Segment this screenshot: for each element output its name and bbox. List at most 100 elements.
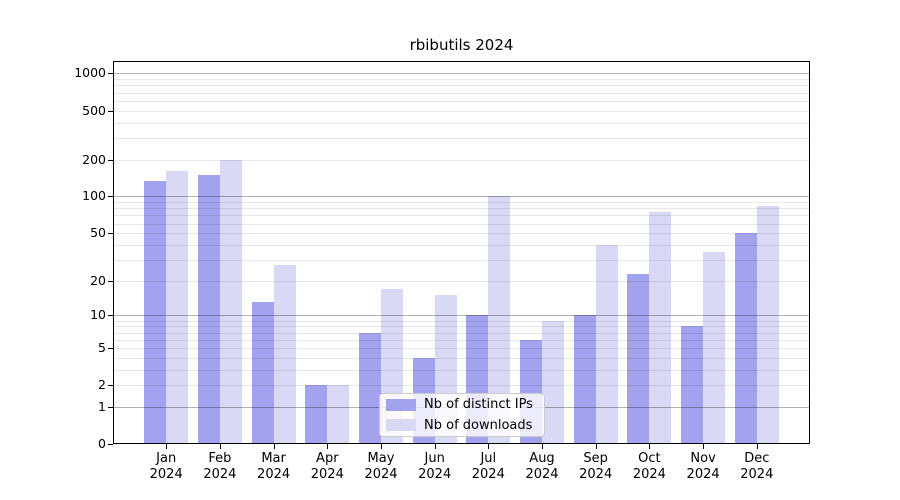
x-tick-mark <box>381 444 382 449</box>
y-tick-mark <box>108 233 113 235</box>
y-tick-label: 200 <box>82 151 106 167</box>
gridline <box>113 280 810 282</box>
gridline <box>113 79 810 80</box>
y-tick-label: 500 <box>82 102 106 118</box>
bar-distinct-ips-may <box>358 332 381 444</box>
y-tick-mark <box>108 196 113 198</box>
gridline <box>113 122 810 124</box>
y-tick-label: 100 <box>82 188 106 204</box>
y-tick-mark <box>108 347 113 349</box>
bar-distinct-ips-apr <box>305 385 328 444</box>
gridline <box>113 223 810 225</box>
y-tick-mark <box>108 159 113 161</box>
gridline <box>113 110 810 112</box>
gridline <box>113 326 810 328</box>
legend-entry-distinct-ips: Nb of distinct IPs <box>386 396 544 414</box>
bar-downloads-jul <box>488 196 511 444</box>
x-tick-mark <box>434 444 436 449</box>
x-tick-label: Nov 2024 <box>686 451 720 482</box>
y-tick-label: 20 <box>90 272 106 288</box>
x-tick-mark <box>649 444 651 449</box>
x-tick-label: Jul 2024 <box>471 451 505 482</box>
legend-label-distinct-ips: Nb of distinct IPs <box>424 397 533 413</box>
bar-distinct-ips-oct <box>627 273 650 444</box>
y-tick-mark <box>108 280 113 282</box>
gridline <box>113 208 810 210</box>
legend: Nb of distinct IPs Nb of downloads <box>379 393 545 437</box>
gridline <box>113 259 810 261</box>
y-tick-mark <box>108 385 113 387</box>
bar-distinct-ips-dec <box>734 233 757 444</box>
gridline <box>113 385 810 387</box>
gridline <box>113 159 810 161</box>
x-tick-label: Apr 2024 <box>310 451 344 482</box>
y-tick-mark <box>108 406 113 408</box>
x-tick-label: Mar 2024 <box>257 451 291 482</box>
gridline <box>113 73 810 75</box>
bar-distinct-ips-feb <box>197 174 220 444</box>
y-tick-mark <box>108 110 113 112</box>
gridline <box>113 369 810 371</box>
x-tick-mark <box>542 444 543 449</box>
y-tick-mark <box>108 444 113 445</box>
plot-area <box>113 61 810 444</box>
x-tick-label: Sep 2024 <box>579 451 613 482</box>
gridline <box>113 332 810 334</box>
x-tick-label: Dec 2024 <box>740 451 774 482</box>
bar-downloads-mar <box>273 265 296 444</box>
x-tick-label: Jan 2024 <box>149 451 183 482</box>
y-tick-mark <box>108 73 113 75</box>
chart-title: rbibutils 2024 <box>409 36 514 54</box>
gridline <box>113 85 810 87</box>
x-tick-label: Aug 2024 <box>525 451 559 482</box>
legend-swatch-downloads-icon <box>386 419 416 432</box>
bar-downloads-dec <box>756 205 779 444</box>
gridline <box>113 100 810 102</box>
bar-downloads-nov <box>703 251 726 444</box>
legend-label-downloads: Nb of downloads <box>424 417 533 433</box>
x-tick-mark <box>273 444 275 449</box>
gridline <box>113 215 810 217</box>
gridline <box>113 315 810 317</box>
gridline <box>113 202 810 203</box>
legend-swatch-distinct-ips-icon <box>386 398 416 411</box>
legend-entry-downloads: Nb of downloads <box>386 417 544 435</box>
y-tick-label: 10 <box>90 307 106 323</box>
gridline <box>113 244 810 246</box>
gridline <box>113 357 810 359</box>
x-tick-label: Feb 2024 <box>203 451 237 482</box>
y-tick-label: 1 <box>98 398 106 414</box>
bar-distinct-ips-jan <box>144 181 167 444</box>
bar-distinct-ips-sep <box>573 315 596 444</box>
bar-downloads-aug <box>542 320 564 444</box>
grid-layer <box>113 61 810 444</box>
bar-downloads-oct <box>649 211 672 444</box>
x-tick-mark <box>703 444 705 449</box>
x-tick-mark <box>219 444 221 449</box>
bar-downloads-jan <box>166 171 189 444</box>
x-tick-label: May 2024 <box>364 451 398 482</box>
gridline <box>113 92 810 94</box>
gridline <box>113 196 810 198</box>
gridline <box>113 233 810 235</box>
bar-distinct-ips-mar <box>251 302 274 444</box>
x-tick-mark <box>595 444 597 449</box>
gridline <box>113 137 810 139</box>
bar-downloads-sep <box>595 244 618 444</box>
y-tick-label: 50 <box>90 225 106 241</box>
y-tick-label: 0 <box>98 436 106 451</box>
y-tick-mark <box>108 315 113 317</box>
x-tick-mark <box>327 444 329 449</box>
x-tick-mark <box>166 444 168 449</box>
y-tick-label: 2 <box>98 377 106 393</box>
gridline <box>113 347 810 349</box>
bar-downloads-apr <box>327 385 350 444</box>
y-tick-label: 5 <box>98 339 106 355</box>
x-tick-mark <box>756 444 758 449</box>
gridline <box>113 320 810 322</box>
bar-downloads-feb <box>219 159 242 444</box>
x-tick-mark <box>488 444 490 449</box>
x-tick-label: Oct 2024 <box>632 451 666 482</box>
y-tick-label: 1000 <box>74 65 106 81</box>
